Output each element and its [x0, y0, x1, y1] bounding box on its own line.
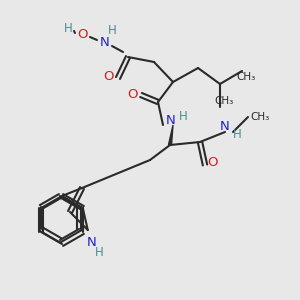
Text: H: H [108, 23, 116, 37]
Text: O: O [208, 157, 218, 169]
Text: CH₃: CH₃ [250, 112, 270, 122]
Text: N: N [220, 121, 230, 134]
Text: H: H [232, 128, 242, 142]
Text: H: H [178, 110, 188, 124]
Text: CH₃: CH₃ [236, 72, 256, 82]
Text: CH₃: CH₃ [214, 96, 234, 106]
Polygon shape [169, 125, 173, 145]
Text: H: H [94, 245, 103, 259]
Text: O: O [104, 70, 114, 83]
Text: N: N [87, 236, 97, 248]
Text: H: H [64, 22, 72, 34]
Text: N: N [166, 113, 176, 127]
Text: O: O [127, 88, 137, 101]
Text: O: O [77, 28, 87, 41]
Text: N: N [100, 35, 110, 49]
